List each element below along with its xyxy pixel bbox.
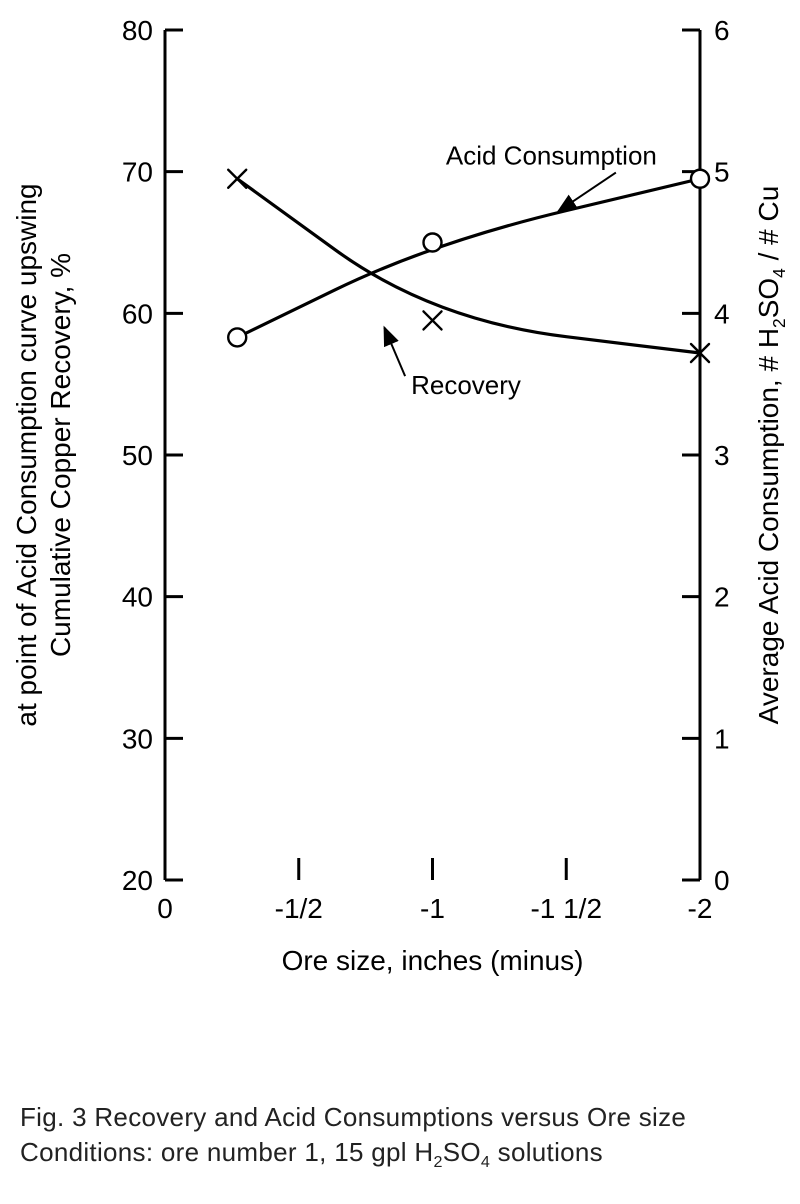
svg-text:-1: -1 bbox=[420, 893, 445, 924]
svg-text:80: 80 bbox=[122, 15, 153, 46]
svg-text:-1 1/2: -1 1/2 bbox=[530, 893, 602, 924]
figure-caption: Fig. 3 Recovery and Acid Consumptions ve… bbox=[20, 1100, 780, 1174]
svg-text:Recovery: Recovery bbox=[411, 370, 521, 400]
svg-text:Acid Consumption: Acid Consumption bbox=[446, 141, 657, 171]
svg-text:Average Acid Consumption, # H2: Average Acid Consumption, # H2SO4 / # Cu bbox=[753, 186, 789, 725]
svg-text:0: 0 bbox=[157, 893, 173, 924]
svg-text:40: 40 bbox=[122, 582, 153, 613]
svg-text:Cumulative Copper Recovery, %: Cumulative Copper Recovery, % bbox=[45, 253, 76, 657]
svg-text:4: 4 bbox=[714, 298, 730, 329]
svg-text:-1/2: -1/2 bbox=[275, 893, 323, 924]
svg-text:at point of Acid Consumption c: at point of Acid Consumption curve upswi… bbox=[11, 183, 42, 726]
svg-text:0: 0 bbox=[714, 865, 730, 896]
fig-number: Fig. 3 bbox=[20, 1102, 94, 1132]
caption-title: Recovery and Acid Consumptions versus Or… bbox=[94, 1102, 686, 1132]
svg-text:50: 50 bbox=[122, 440, 153, 471]
svg-text:5: 5 bbox=[714, 157, 730, 188]
dual-axis-line-chart: 2030405060708001234560-1/2-1-1 1/2-2Ore … bbox=[0, 0, 800, 1060]
svg-text:6: 6 bbox=[714, 15, 730, 46]
caption-line-1: Fig. 3 Recovery and Acid Consumptions ve… bbox=[20, 1100, 780, 1135]
svg-text:-2: -2 bbox=[688, 893, 713, 924]
svg-text:Ore size, inches (minus): Ore size, inches (minus) bbox=[282, 945, 584, 976]
chart-container: 2030405060708001234560-1/2-1-1 1/2-2Ore … bbox=[0, 0, 800, 1060]
svg-text:2: 2 bbox=[714, 582, 730, 613]
svg-text:1: 1 bbox=[714, 723, 730, 754]
svg-text:3: 3 bbox=[714, 440, 730, 471]
caption-line-2: Conditions: ore number 1, 15 gpl H2SO4 s… bbox=[20, 1135, 780, 1174]
svg-text:20: 20 bbox=[122, 865, 153, 896]
svg-text:60: 60 bbox=[122, 298, 153, 329]
svg-text:30: 30 bbox=[122, 723, 153, 754]
svg-text:70: 70 bbox=[122, 157, 153, 188]
